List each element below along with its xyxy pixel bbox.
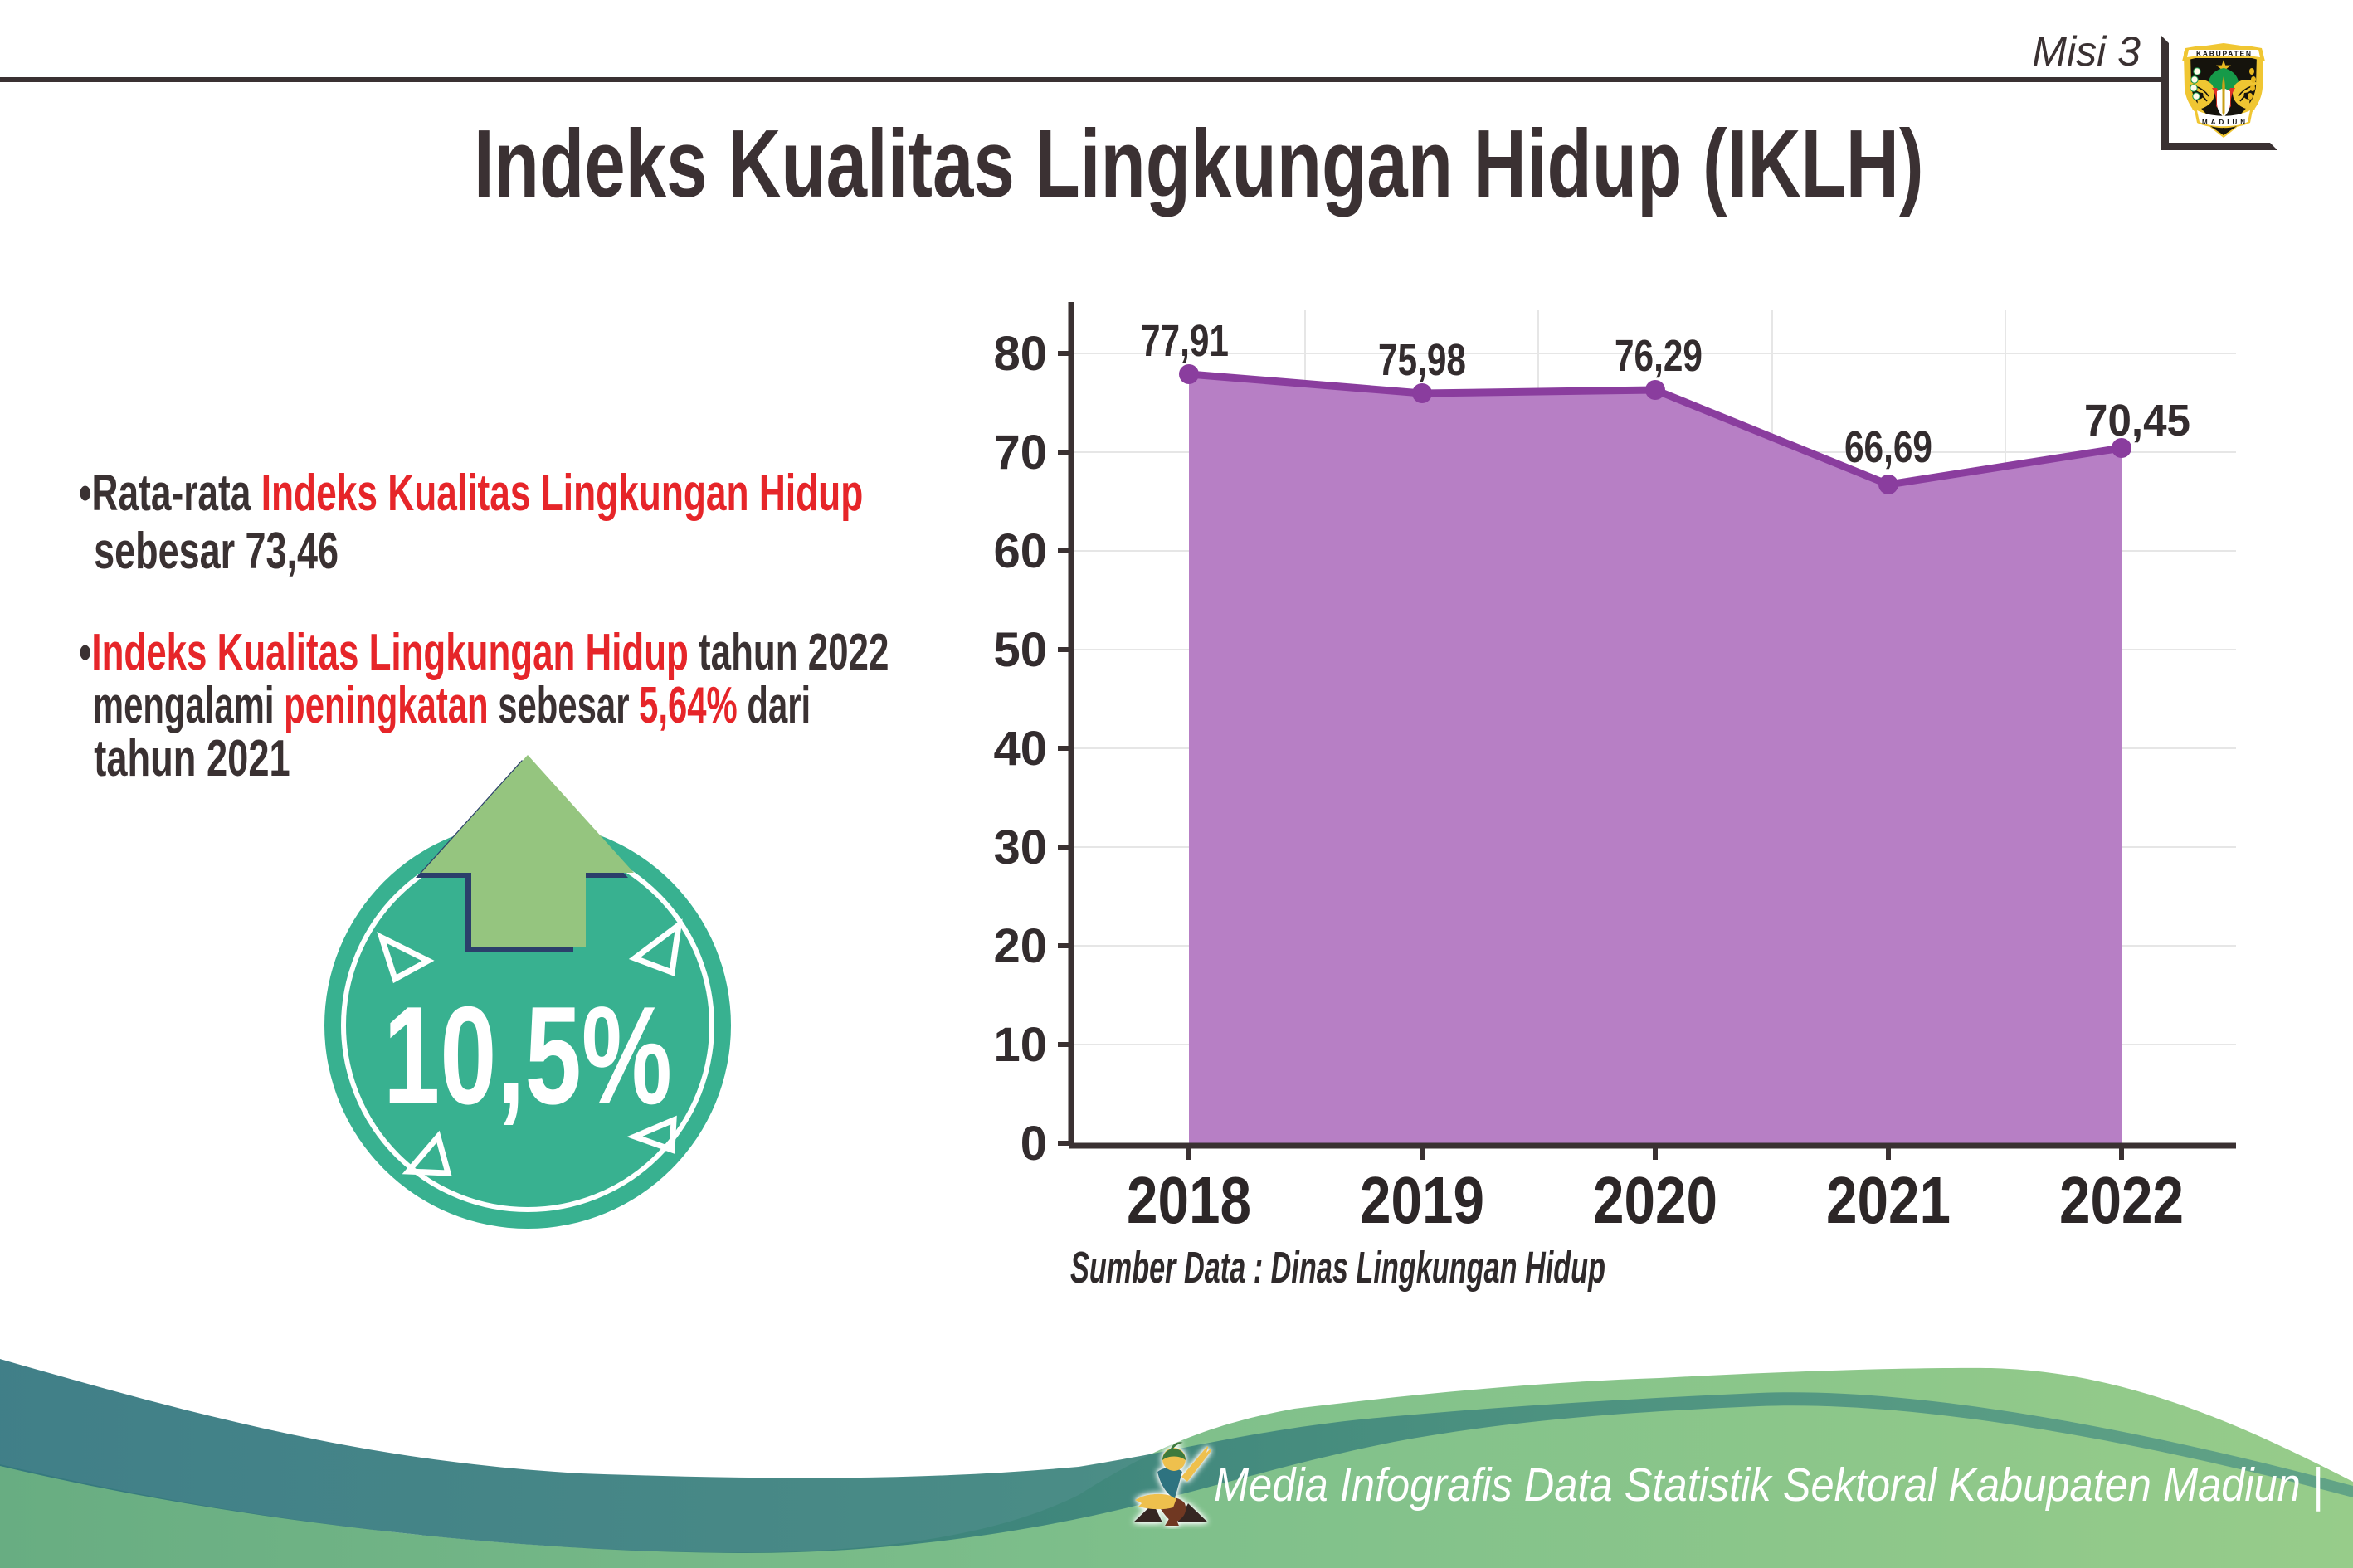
svg-text:Sumber Data : Dinas Lingkungan: Sumber Data : Dinas Lingkungan Hidup [1070, 1243, 1605, 1293]
svg-text:70: 70 [993, 426, 1047, 480]
svg-text:80: 80 [993, 327, 1047, 381]
svg-text:Media Infografis Data Statisti: Media Infografis Data Statistik Sektoral… [1214, 1458, 2323, 1512]
svg-text:2019: 2019 [1360, 1163, 1484, 1237]
svg-text:77,91: 77,91 [1141, 316, 1229, 366]
svg-text:10: 10 [993, 1018, 1047, 1072]
svg-text:76,29: 76,29 [1615, 331, 1703, 381]
svg-text:75,98: 75,98 [1378, 335, 1466, 385]
svg-text:2022: 2022 [2059, 1163, 2184, 1237]
svg-text:2021: 2021 [1826, 1163, 1951, 1237]
svg-text:2018: 2018 [1127, 1163, 1251, 1237]
svg-text:MADIUN: MADIUN [2202, 119, 2245, 126]
svg-text:70,45: 70,45 [2084, 396, 2190, 446]
svg-text:20: 20 [993, 919, 1047, 973]
svg-text:0: 0 [1021, 1117, 1047, 1171]
svg-text:60: 60 [993, 524, 1047, 578]
svg-text:40: 40 [993, 722, 1047, 776]
svg-text:2020: 2020 [1593, 1163, 1717, 1237]
svg-text:30: 30 [993, 821, 1047, 874]
svg-text:10,5%: 10,5% [383, 977, 672, 1133]
svg-text:50: 50 [993, 623, 1047, 677]
svg-text:66,69: 66,69 [1844, 422, 1932, 472]
svg-text:KABUPATEN: KABUPATEN [2196, 50, 2251, 58]
